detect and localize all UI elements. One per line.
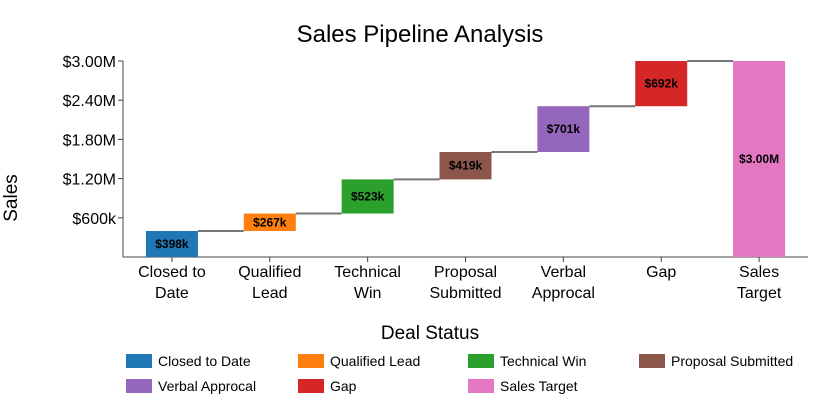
plot-area: $600k $1.20M $1.80M $2.40M $3.00M Closed to Da… (63, 54, 808, 302)
legend-label: Verbal Approcal (158, 378, 256, 394)
x-axis-label: Deal Status (381, 323, 479, 344)
data-label: $267k (253, 215, 287, 229)
y-tick-label: $2.40M (63, 93, 116, 110)
x-tick-label: Closed to Date (138, 264, 206, 302)
legend-label: Sales Target (500, 378, 578, 394)
legend-label: Qualified Lead (330, 353, 420, 369)
bar (439, 152, 492, 180)
legend: Closed to Date Qualified Lead Technical Wi… (126, 353, 793, 394)
bar (145, 230, 198, 257)
legend-swatch (126, 354, 152, 368)
y-axis-label: Sales (1, 174, 22, 222)
data-label: $398k (155, 237, 189, 251)
data-label: $701k (547, 122, 581, 136)
y-tick-label: $600k (72, 211, 117, 228)
x-tick-label: Verbal Approcal (532, 264, 595, 302)
bar (537, 106, 590, 153)
data-label: $3.00M (739, 152, 779, 166)
legend-swatch (298, 379, 324, 393)
y-tick-label: $1.20M (63, 172, 116, 189)
bar (341, 179, 394, 214)
chart-title: Sales Pipeline Analysis (297, 21, 544, 48)
y-tick-label: $1.80M (63, 132, 116, 149)
legend-label: Technical Win (500, 353, 586, 369)
y-tick-label: $3.00M (63, 54, 116, 71)
bar (635, 61, 688, 107)
bar (243, 213, 296, 231)
data-label: $523k (351, 189, 385, 203)
legend-swatch (298, 354, 324, 368)
legend-swatch (126, 379, 152, 393)
legend-swatch (468, 354, 494, 368)
data-label: $419k (449, 159, 483, 173)
data-label: $692k (645, 77, 679, 91)
legend-label: Proposal Submitted (671, 353, 793, 369)
legend-label: Gap (330, 378, 357, 394)
x-tick-label: Qualified Lead (238, 264, 301, 302)
x-tick-label: Sales Target (737, 264, 782, 302)
legend-swatch (468, 379, 494, 393)
x-tick-label: Gap (646, 264, 676, 281)
x-tick-label: Technical Win (334, 264, 401, 302)
legend-label: Closed to Date (158, 353, 251, 369)
legend-swatch (639, 354, 665, 368)
bar (733, 61, 786, 257)
x-tick-label: Proposal Submitted (429, 264, 501, 302)
